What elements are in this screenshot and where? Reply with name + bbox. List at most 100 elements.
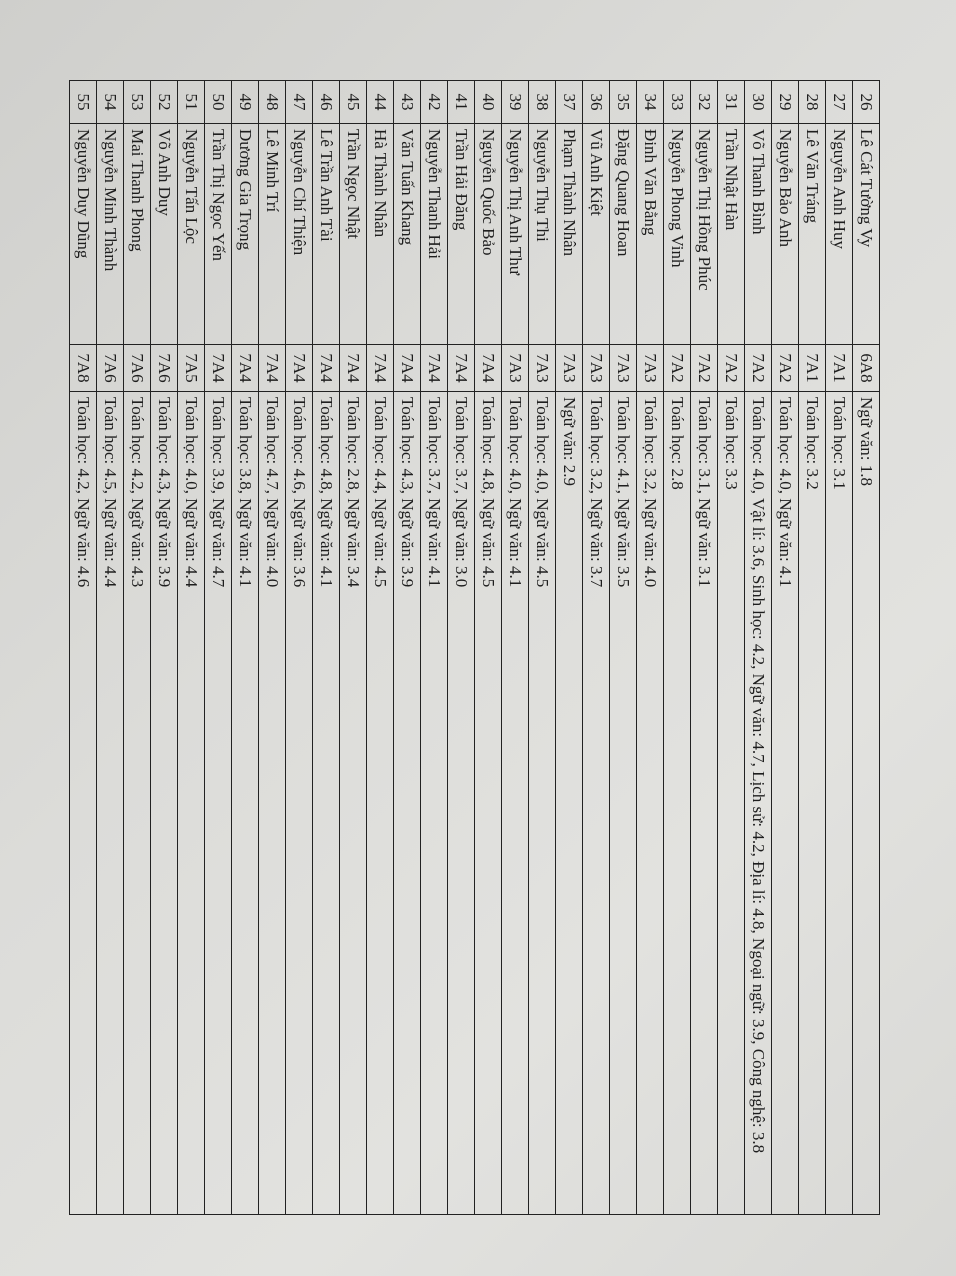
subject-scores: Toán học: 3.1, Ngữ văn: 3.1 (690, 391, 718, 1215)
subject-scores: Toán học: 3.7, Ngữ văn: 3.0 (447, 391, 475, 1215)
subject-scores: Ngữ văn: 2.9 (555, 391, 583, 1215)
class-name: 7A1 (798, 344, 826, 392)
row-number: 50 (204, 80, 232, 124)
table-row: 51 Nguyễn Tấn Lộc 7A5 Toán học: 4.0, Ngữ vă… (177, 80, 205, 1215)
student-name: Trần Ngọc Nhật (339, 123, 367, 345)
row-number: 29 (771, 80, 799, 124)
class-name: 7A6 (150, 344, 178, 392)
student-name: Võ Anh Duy (150, 123, 178, 345)
table-row: 29 Nguyễn Bảo Anh 7A2 Toán học: 4.0, Ngữ vă… (771, 80, 799, 1215)
class-name: 7A4 (285, 344, 313, 392)
subject-scores: Toán học: 4.6, Ngữ văn: 3.6 (285, 391, 313, 1215)
subject-scores: Toán học: 4.0, Ngữ văn: 4.5 (528, 391, 556, 1215)
table-row: 33 Nguyễn Phong Vinh 7A2 Toán học: 2.8 (663, 80, 691, 1215)
student-name: Đinh Văn Bằng (636, 123, 664, 345)
table-row: 38 Nguyễn Thụ Thi 7A3 Toán học: 4.0, Ngữ vă… (528, 80, 556, 1215)
table-row: 49 Dương Gia Trọng 7A4 Toán học: 3.8, Ngữ v… (231, 80, 259, 1215)
student-name: Lê Văn Tráng (798, 123, 826, 345)
student-name: Võ Thanh Bình (744, 123, 772, 345)
table-row: 42 Nguyễn Thanh Hải 7A4 Toán học: 3.7, Ngữ … (420, 80, 448, 1215)
subject-scores: Toán học: 3.9, Ngữ văn: 4.7 (204, 391, 232, 1215)
class-name: 7A2 (744, 344, 772, 392)
student-name: Dương Gia Trọng (231, 123, 259, 345)
class-name: 7A4 (366, 344, 394, 392)
row-number: 44 (366, 80, 394, 124)
student-name: Trần Hải Đăng (447, 123, 475, 345)
subject-scores: Toán học: 4.7, Ngữ văn: 4.0 (258, 391, 286, 1215)
student-name: Nguyễn Anh Huy (825, 123, 853, 345)
row-number: 36 (582, 80, 610, 124)
table-row: 47 Nguyễn Chí Thiện 7A4 Toán học: 4.6, Ngữ … (285, 80, 313, 1215)
class-name: 7A4 (393, 344, 421, 392)
row-number: 52 (150, 80, 178, 124)
table-row: 35 Đặng Quang Hoan 7A3 Toán học: 4.1, Ngữ v… (609, 80, 637, 1215)
table-row: 43 Văn Tuấn Khang 7A4 Toán học: 4.3, Ngữ vă… (393, 80, 421, 1215)
subject-scores: Toán học: 4.0, Ngữ văn: 4.4 (177, 391, 205, 1215)
row-number: 46 (312, 80, 340, 124)
table-row: 40 Nguyễn Quốc Bảo 7A4 Toán học: 4.8, Ngữ v… (474, 80, 502, 1215)
class-name: 7A4 (231, 344, 259, 392)
class-name: 7A3 (582, 344, 610, 392)
printed-sheet: 26 Lê Cát Tường Vy 6A8 Ngữ văn: 1.8 27 Nguyễn… (55, 80, 880, 1215)
class-name: 7A3 (609, 344, 637, 392)
student-name: Lê Trần Anh Tài (312, 123, 340, 345)
student-name: Trần Nhật Hàn (717, 123, 745, 345)
table-row: 32 Nguyễn Thị Hồng Phúc 7A2 Toán học: 3.1, … (690, 80, 718, 1215)
class-name: 7A5 (177, 344, 205, 392)
table-row: 46 Lê Trần Anh Tài 7A4 Toán học: 4.8, Ngữ v… (312, 80, 340, 1215)
student-name: Lê Cát Tường Vy (852, 123, 880, 345)
subject-scores: Toán học: 4.3, Ngữ văn: 3.9 (150, 391, 178, 1215)
row-number: 38 (528, 80, 556, 124)
class-name: 7A4 (447, 344, 475, 392)
subject-scores: Toán học: 3.3 (717, 391, 745, 1215)
row-number: 40 (474, 80, 502, 124)
row-number: 26 (852, 80, 880, 124)
class-name: 7A2 (690, 344, 718, 392)
table-row: 45 Trần Ngọc Nhật 7A4 Toán học: 2.8, Ngữ vă… (339, 80, 367, 1215)
table-row: 26 Lê Cát Tường Vy 6A8 Ngữ văn: 1.8 (852, 80, 880, 1215)
student-name: Nguyễn Thị Hồng Phúc (690, 123, 718, 345)
class-name: 7A3 (528, 344, 556, 392)
subject-scores: Toán học: 4.2, Ngữ văn: 4.3 (123, 391, 151, 1215)
row-number: 47 (285, 80, 313, 124)
student-scores-table: 26 Lê Cát Tường Vy 6A8 Ngữ văn: 1.8 27 Nguyễn… (69, 80, 880, 1215)
student-name: Nguyễn Duy Dũng (69, 123, 97, 345)
table-row: 44 Hà Thành Nhân 7A4 Toán học: 4.4, Ngữ văn… (366, 80, 394, 1215)
subject-scores: Toán học: 2.8, Ngữ văn: 3.4 (339, 391, 367, 1215)
row-number: 30 (744, 80, 772, 124)
subject-scores: Toán học: 4.4, Ngữ văn: 4.5 (366, 391, 394, 1215)
subject-scores: Toán học: 4.0, Vật lí: 3.6, Sinh học: 4.… (744, 391, 772, 1215)
class-name: 6A8 (852, 344, 880, 392)
row-number: 55 (69, 80, 97, 124)
class-name: 7A4 (204, 344, 232, 392)
student-name: Nguyễn Thị Anh Thư (501, 123, 529, 345)
row-number: 28 (798, 80, 826, 124)
student-name: Nguyễn Bảo Anh (771, 123, 799, 345)
table-row: 52 Võ Anh Duy 7A6 Toán học: 4.3, Ngữ văn: 3… (150, 80, 178, 1215)
student-name: Lê Minh Trí (258, 123, 286, 345)
table-row: 34 Đinh Văn Bằng 7A3 Toán học: 3.2, Ngữ văn… (636, 80, 664, 1215)
table-row: 39 Nguyễn Thị Anh Thư 7A3 Toán học: 4.0, Ng… (501, 80, 529, 1215)
table-row: 54 Nguyễn Minh Thành 7A6 Toán học: 4.5, Ngữ… (96, 80, 124, 1215)
class-name: 7A4 (312, 344, 340, 392)
student-name: Văn Tuấn Khang (393, 123, 421, 345)
class-name: 7A4 (420, 344, 448, 392)
student-name: Phạm Thành Nhân (555, 123, 583, 345)
student-name: Nguyễn Chí Thiện (285, 123, 313, 345)
table-row: 37 Phạm Thành Nhân 7A3 Ngữ văn: 2.9 (555, 80, 583, 1215)
student-name: Nguyễn Minh Thành (96, 123, 124, 345)
student-name: Hà Thành Nhân (366, 123, 394, 345)
subject-scores: Toán học: 4.2, Ngữ văn: 4.6 (69, 391, 97, 1215)
subject-scores: Toán học: 3.1 (825, 391, 853, 1215)
subject-scores: Toán học: 3.2 (798, 391, 826, 1215)
subject-scores: Toán học: 4.8, Ngữ văn: 4.1 (312, 391, 340, 1215)
student-name: Nguyễn Quốc Bảo (474, 123, 502, 345)
class-name: 7A2 (771, 344, 799, 392)
row-number: 53 (123, 80, 151, 124)
class-name: 7A2 (717, 344, 745, 392)
class-name: 7A3 (636, 344, 664, 392)
row-number: 48 (258, 80, 286, 124)
row-number: 27 (825, 80, 853, 124)
row-number: 31 (717, 80, 745, 124)
subject-scores: Toán học: 4.0, Ngữ văn: 4.1 (771, 391, 799, 1215)
